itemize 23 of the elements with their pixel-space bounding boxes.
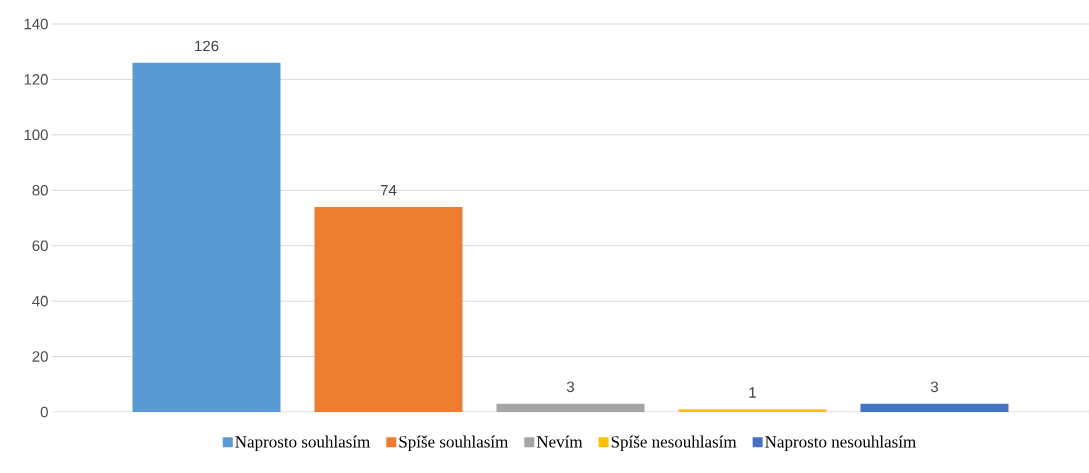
- legend-label: Nevím: [536, 435, 583, 448]
- bar: [132, 62, 281, 412]
- data-label: 3: [566, 381, 575, 393]
- y-tick-label: 60: [32, 240, 48, 252]
- data-label: 126: [195, 40, 219, 52]
- y-tick-label: 0: [40, 406, 48, 418]
- bar: [496, 403, 645, 412]
- legend-label: Spíše souhlasím: [399, 435, 509, 452]
- y-tick-label: 20: [32, 351, 48, 362]
- y-tick-label: 80: [32, 184, 48, 196]
- bar: [314, 206, 463, 412]
- data-label: 3: [930, 381, 939, 393]
- legend-label: Naprosto souhlasím: [235, 435, 370, 452]
- bar: [860, 403, 1009, 412]
- y-tick-label: 40: [32, 295, 48, 307]
- legend-label: Naprosto nesouhlasím: [765, 435, 916, 452]
- y-tick-label: 100: [24, 129, 48, 141]
- y-tick-label: 120: [24, 74, 48, 85]
- bar: [678, 409, 827, 412]
- data-label: 74: [380, 185, 397, 196]
- legend-label: Spíše nesouhlasím: [611, 435, 737, 452]
- y-tick-label: 140: [24, 18, 48, 30]
- data-label: 1: [749, 387, 756, 398]
